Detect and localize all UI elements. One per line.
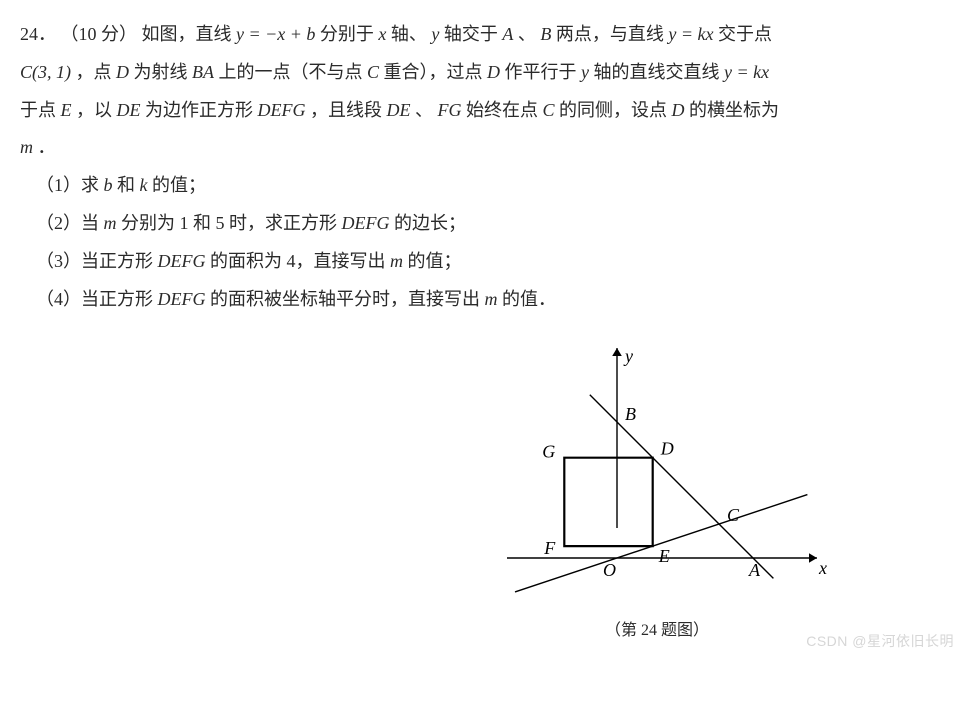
eq-1: y = −x + b bbox=[236, 24, 315, 44]
svg-text:A: A bbox=[748, 560, 761, 580]
question-1: （1）求 b 和 k 的值； bbox=[20, 167, 954, 205]
svg-text:x: x bbox=[818, 558, 827, 578]
figure-wrapper: O A B C D E F Gy x （第 24 题图） bbox=[360, 328, 954, 648]
problem-number: 24． bbox=[20, 24, 56, 44]
problem-line-2: C(3, 1) ，点 D 为射线 BA 上的一点（不与点 C 重合），过点 D … bbox=[20, 54, 954, 92]
svg-text:O: O bbox=[603, 560, 616, 580]
problem-line-4: m ． bbox=[20, 129, 954, 167]
svg-text:B: B bbox=[625, 404, 636, 424]
svg-text:C: C bbox=[727, 505, 740, 525]
problem-line-3: 于点 E ，以 DE 为边作正方形 DEFG ，且线段 DE 、 FG 始终在点… bbox=[20, 92, 954, 130]
question-2: （2）当 m 分别为 1 和 5 时，求正方形 DEFG 的边长； bbox=[20, 205, 954, 243]
figure-svg: O A B C D E F Gy x bbox=[487, 328, 827, 608]
watermark: CSDN @星河依旧长明 bbox=[806, 627, 954, 656]
svg-text:E: E bbox=[658, 546, 670, 566]
points: （10 分） bbox=[61, 24, 138, 44]
problem-line-1: 24． （10 分） 如图，直线 y = −x + b 分别于 x 轴、 y 轴… bbox=[20, 16, 954, 54]
eq-2: y = kx bbox=[668, 24, 713, 44]
question-4: （4）当正方形 DEFG 的面积被坐标轴平分时，直接写出 m 的值． bbox=[20, 281, 954, 319]
question-3: （3）当正方形 DEFG 的面积为 4，直接写出 m 的值； bbox=[20, 243, 954, 281]
figure-caption: （第 24 题图） bbox=[605, 614, 709, 648]
svg-text:D: D bbox=[660, 439, 674, 459]
svg-text:y: y bbox=[623, 346, 633, 366]
svg-text:G: G bbox=[542, 442, 555, 462]
svg-text:F: F bbox=[543, 538, 556, 558]
